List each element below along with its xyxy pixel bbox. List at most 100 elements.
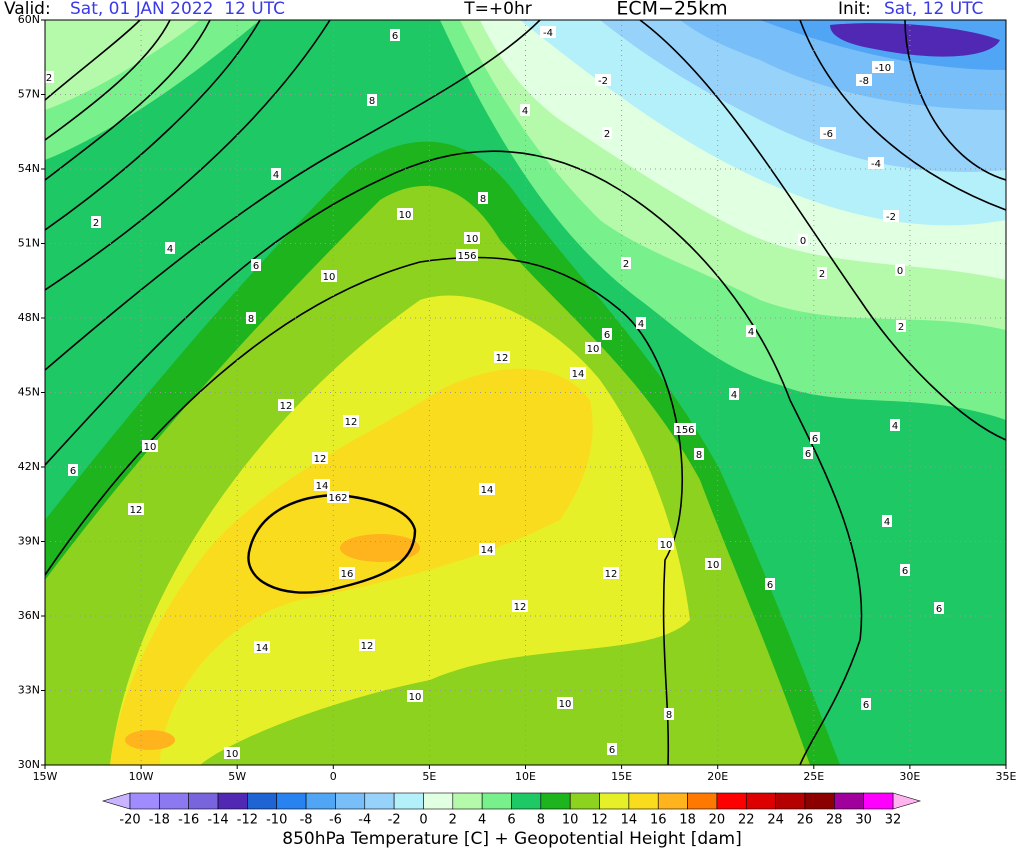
colorbar-label: 14 — [621, 813, 638, 828]
label-box — [896, 320, 906, 332]
forecast-hour: T=+0hr — [463, 0, 531, 19]
colorbar-label: 32 — [885, 813, 902, 828]
contour-label: 4 — [167, 244, 173, 255]
label-box — [895, 264, 905, 276]
contour-label: 0 — [800, 236, 806, 247]
contour-label: 12 — [345, 417, 358, 428]
label-box — [224, 747, 240, 759]
contour-label: 10 — [559, 699, 572, 710]
label-box — [810, 432, 820, 444]
colorbar-box — [335, 792, 366, 810]
label-box — [607, 743, 617, 755]
field-region — [340, 534, 420, 562]
colorbar-box — [834, 792, 864, 810]
label-box — [339, 567, 355, 579]
label-box — [254, 641, 270, 653]
label-box — [664, 708, 674, 720]
contour-label: 12 — [130, 505, 143, 516]
map-frame — [44, 19, 1007, 766]
contour-label: 4 — [731, 390, 737, 401]
label-box — [882, 515, 892, 527]
contour-label: 12 — [605, 569, 618, 580]
height-contour — [639, 20, 1006, 441]
label-box — [397, 208, 413, 220]
colorbar-box — [247, 792, 278, 810]
contour-label: -10 — [875, 63, 891, 74]
lon-tick-label: 15E — [611, 770, 632, 783]
label-box — [390, 29, 400, 41]
lon-tick-label: 0 — [330, 770, 337, 783]
label-box — [705, 558, 721, 570]
colorbar-label: -6 — [329, 813, 342, 828]
contour-label: 6 — [253, 261, 259, 272]
contour-label: -8 — [859, 76, 869, 87]
contour-label: 6 — [863, 700, 869, 711]
label-box — [128, 503, 144, 515]
lat-tick-label: 30N — [18, 758, 40, 771]
contour-label: 6 — [936, 604, 942, 615]
label-box — [856, 74, 872, 86]
label-box — [479, 543, 495, 555]
colorbar-box — [423, 792, 454, 810]
colorbar-label: 10 — [562, 813, 579, 828]
lat-tick-label: 60N — [18, 13, 40, 26]
colorbar-box — [775, 792, 806, 810]
label-box — [636, 317, 646, 329]
label-box — [820, 127, 836, 139]
colorbar-label: 30 — [855, 813, 872, 828]
label-box — [407, 690, 423, 702]
label-box — [570, 367, 586, 379]
valid-label: Valid: — [4, 0, 51, 19]
contour-label: 14 — [256, 643, 269, 654]
label-box — [603, 567, 619, 579]
contour-label: 14 — [572, 369, 585, 380]
label-box — [359, 639, 375, 651]
contour-label: 10 — [399, 210, 412, 221]
colorbar-label: 20 — [709, 813, 726, 828]
height-contour — [904, 20, 1006, 181]
label-box — [890, 419, 900, 431]
label-box — [343, 415, 359, 427]
label-box — [602, 127, 612, 139]
label-box — [464, 232, 480, 244]
label-box — [478, 192, 488, 204]
init-label: Init: — [838, 0, 871, 19]
colorbar-label: 18 — [679, 813, 696, 828]
label-box — [861, 698, 871, 710]
colorbar-over-arrow — [892, 792, 922, 810]
colorbar-box — [481, 792, 512, 810]
contour-label: 2 — [604, 129, 610, 140]
colorbar-box — [716, 792, 747, 810]
colorbar-box — [188, 792, 219, 810]
lon-tick-label: 15W — [33, 770, 58, 783]
colorbar-label: 16 — [650, 813, 667, 828]
label-box — [456, 249, 478, 261]
contour-label: 10 — [226, 749, 239, 760]
label-box — [367, 94, 377, 106]
label-box — [595, 74, 611, 86]
label-box — [68, 464, 78, 476]
label-box — [165, 242, 175, 254]
field-region — [110, 368, 593, 765]
colorbar-box — [628, 792, 659, 810]
contour-label: 4 — [892, 421, 898, 432]
label-box — [883, 210, 899, 222]
height-contour — [247, 493, 417, 594]
label-box — [312, 452, 328, 464]
label-box — [694, 448, 704, 460]
label-box — [602, 328, 612, 340]
contour-label: 12 — [496, 353, 509, 364]
lat-tick-label: 36N — [18, 609, 40, 622]
colorbar-box — [511, 792, 542, 810]
contour-label: 16 — [341, 569, 354, 580]
contour-label: 10 — [466, 234, 479, 245]
colorbar-label: -8 — [300, 813, 313, 828]
contour-label: 4 — [748, 327, 754, 338]
colorbar-label: -14 — [207, 813, 228, 828]
colorbar-box — [452, 792, 483, 810]
lon-tick-label: 25E — [803, 770, 824, 783]
contour-label: 14 — [481, 545, 494, 556]
contour-label: -4 — [871, 159, 881, 170]
contour-label: 6 — [812, 434, 818, 445]
